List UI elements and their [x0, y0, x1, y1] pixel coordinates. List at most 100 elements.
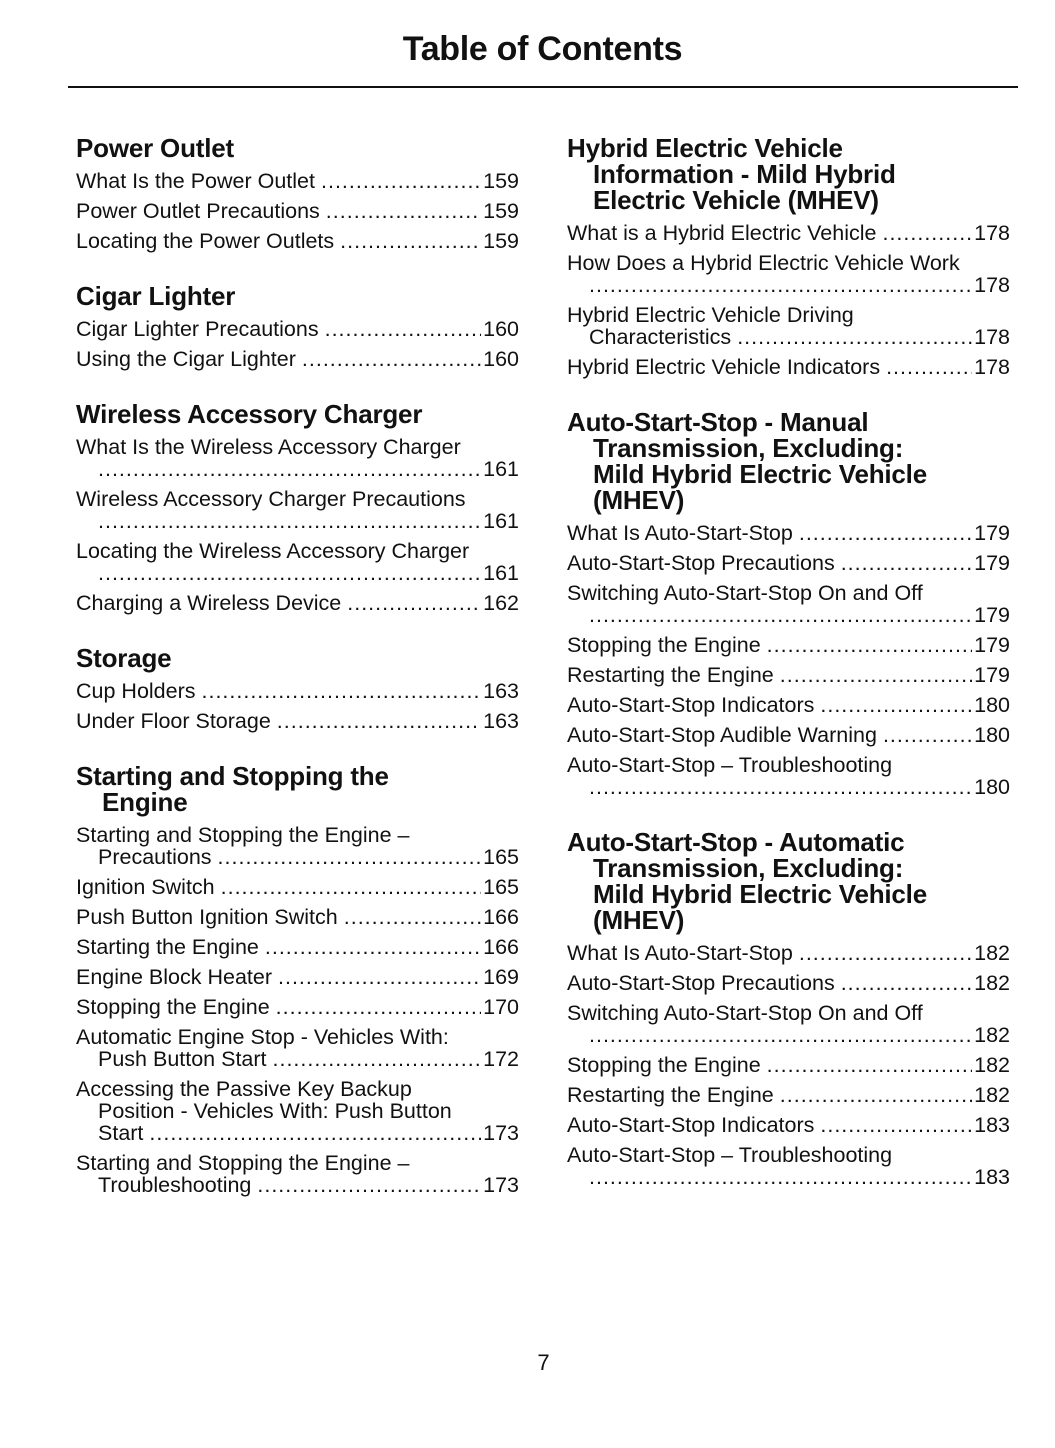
- dot-leader: [799, 942, 972, 964]
- entry-last-line: Auto-Start-Stop Precautions 182: [567, 972, 1010, 994]
- entry-last-line: Stopping the Engine 179: [567, 634, 1010, 656]
- entry-text-line: Wireless Accessory Charger Precautions: [76, 487, 466, 511]
- toc-entry[interactable]: Automatic Engine Stop - Vehicles With: Pu…: [76, 1022, 519, 1074]
- toc-entry[interactable]: Restarting the Engine 182: [567, 1080, 1010, 1110]
- heading-line: Auto-Start-Stop - Manual: [567, 407, 869, 437]
- toc-entry[interactable]: Charging a Wireless Device 162: [76, 588, 519, 618]
- dot-leader: [149, 1122, 481, 1144]
- toc-entry[interactable]: Under Floor Storage 163: [76, 706, 519, 736]
- dot-leader: [841, 552, 972, 574]
- toc-entry[interactable]: Locating the Power Outlets 159: [76, 226, 519, 256]
- toc-entry[interactable]: Auto-Start-Stop Indicators 183: [567, 1110, 1010, 1140]
- heading-line: Power Outlet: [76, 133, 234, 163]
- entry-text: Cigar Lighter Precautions: [76, 317, 319, 341]
- entry-text-line: Starting and Stopping the Engine –: [76, 1151, 410, 1175]
- toc-entry[interactable]: Accessing the Passive Key Backup Position…: [76, 1074, 519, 1148]
- section-heading: Power Outlet: [76, 135, 519, 161]
- entry-page-number: 179: [974, 551, 1010, 575]
- heading-line: (MHEV): [593, 905, 685, 935]
- toc-entry[interactable]: Using the Cigar Lighter 160: [76, 344, 519, 374]
- toc-entry[interactable]: Power Outlet Precautions 159: [76, 196, 519, 226]
- toc-section: Hybrid Electric Vehicle Information - Mil…: [567, 135, 1010, 382]
- heading-line: Starting and Stopping the: [76, 761, 389, 791]
- heading-line: Storage: [76, 643, 172, 673]
- dot-leader: [589, 1166, 972, 1188]
- toc-entry[interactable]: Cigar Lighter Precautions 160: [76, 314, 519, 344]
- heading-line: Auto-Start-Stop - Automatic: [567, 827, 905, 857]
- toc-entry[interactable]: Hybrid Electric Vehicle Indicators 178: [567, 352, 1010, 382]
- toc-entry[interactable]: Switching Auto-Start-Stop On and Off 179: [567, 578, 1010, 630]
- toc-entry[interactable]: Switching Auto-Start-Stop On and Off 182: [567, 998, 1010, 1050]
- page-title: Table of Contents: [402, 30, 683, 68]
- toc-entry[interactable]: Auto-Start-Stop – Troubleshooting 183: [567, 1140, 1010, 1192]
- dot-leader: [589, 274, 972, 296]
- toc-entry[interactable]: Auto-Start-Stop Audible Warning 180: [567, 720, 1010, 750]
- entry-page-number: 178: [974, 221, 1010, 245]
- entry-text: Stopping the Engine: [567, 633, 761, 657]
- toc-entry[interactable]: Wireless Accessory Charger Precautions 16…: [76, 484, 519, 536]
- entry-text-line: Automatic Engine Stop - Vehicles With:: [76, 1025, 449, 1049]
- entry-text-line: How Does a Hybrid Electric Vehicle Work: [567, 251, 960, 275]
- toc-entry[interactable]: Stopping the Engine 179: [567, 630, 1010, 660]
- toc-entry[interactable]: Ignition Switch 165: [76, 872, 519, 902]
- toc-entry[interactable]: What Is the Power Outlet 159: [76, 166, 519, 196]
- entry-text: Troubleshooting: [98, 1173, 252, 1197]
- toc-entry[interactable]: Auto-Start-Stop Precautions 182: [567, 968, 1010, 998]
- toc-entry[interactable]: Stopping the Engine 182: [567, 1050, 1010, 1080]
- dot-leader: [820, 694, 972, 716]
- toc-entry[interactable]: What is a Hybrid Electric Vehicle 178: [567, 218, 1010, 248]
- toc-entry[interactable]: How Does a Hybrid Electric Vehicle Work 1…: [567, 248, 1010, 300]
- dot-leader: [326, 200, 481, 222]
- dot-leader: [98, 562, 481, 584]
- toc-entry[interactable]: Hybrid Electric Vehicle Driving Character…: [567, 300, 1010, 352]
- entry-last-line: Push Button Ignition Switch 166: [76, 906, 519, 928]
- dot-leader: [780, 664, 972, 686]
- entry-text: Cup Holders: [76, 679, 196, 703]
- entry-text: Under Floor Storage: [76, 709, 271, 733]
- toc-entry[interactable]: Stopping the Engine 170: [76, 992, 519, 1022]
- entry-text: Auto-Start-Stop Indicators: [567, 1113, 815, 1137]
- toc-entry[interactable]: Auto-Start-Stop Indicators 180: [567, 690, 1010, 720]
- toc-entry[interactable]: Auto-Start-Stop – Troubleshooting 180: [567, 750, 1010, 802]
- dot-leader: [202, 680, 482, 702]
- dot-leader: [302, 348, 481, 370]
- dot-leader: [780, 1084, 972, 1106]
- entry-page-number: 179: [974, 521, 1010, 545]
- toc-entry[interactable]: Push Button Ignition Switch 166: [76, 902, 519, 932]
- dot-leader: [218, 846, 482, 868]
- entry-page-number: 159: [483, 229, 519, 253]
- toc-entry[interactable]: What Is Auto-Start-Stop 179: [567, 518, 1010, 548]
- entry-last-line: Auto-Start-Stop Audible Warning 180: [567, 724, 1010, 746]
- entry-last-line: What is a Hybrid Electric Vehicle 178: [567, 222, 1010, 244]
- entry-text: Starting the Engine: [76, 935, 259, 959]
- section-heading: Starting and Stopping the Engine: [76, 763, 519, 815]
- entry-page-number: 159: [483, 169, 519, 193]
- dot-leader: [589, 1024, 972, 1046]
- section-heading: Storage: [76, 645, 519, 671]
- entry-last-line: Stopping the Engine 170: [76, 996, 519, 1018]
- dot-leader: [737, 326, 972, 348]
- heading-line: Information - Mild Hybrid: [593, 159, 896, 189]
- heading-line: (MHEV): [593, 485, 685, 515]
- toc-entry[interactable]: Engine Block Heater 169: [76, 962, 519, 992]
- toc-entry[interactable]: Restarting the Engine 179: [567, 660, 1010, 690]
- toc-entry[interactable]: Auto-Start-Stop Precautions 179: [567, 548, 1010, 578]
- toc-entry[interactable]: Locating the Wireless Accessory Charger 1…: [76, 536, 519, 588]
- toc-entry[interactable]: Starting and Stopping the Engine – Precau…: [76, 820, 519, 872]
- entry-last-line: Start 173: [76, 1122, 519, 1144]
- toc-entry[interactable]: Cup Holders 163: [76, 676, 519, 706]
- entry-last-line: Precautions 165: [76, 846, 519, 868]
- entry-last-line: 178: [567, 274, 1010, 296]
- entry-text-line: What Is the Wireless Accessory Charger: [76, 435, 461, 459]
- dot-leader: [767, 634, 972, 656]
- toc-entry[interactable]: What Is Auto-Start-Stop 182: [567, 938, 1010, 968]
- toc-entry[interactable]: Starting and Stopping the Engine – Troubl…: [76, 1148, 519, 1200]
- entry-last-line: Under Floor Storage 163: [76, 710, 519, 732]
- toc-entry[interactable]: Starting the Engine 166: [76, 932, 519, 962]
- entry-text: What Is Auto-Start-Stop: [567, 521, 793, 545]
- entry-page-number: 182: [974, 971, 1010, 995]
- toc-entry[interactable]: What Is the Wireless Accessory Charger 16…: [76, 432, 519, 484]
- entry-page-number: 178: [974, 355, 1010, 379]
- dot-leader: [321, 170, 481, 192]
